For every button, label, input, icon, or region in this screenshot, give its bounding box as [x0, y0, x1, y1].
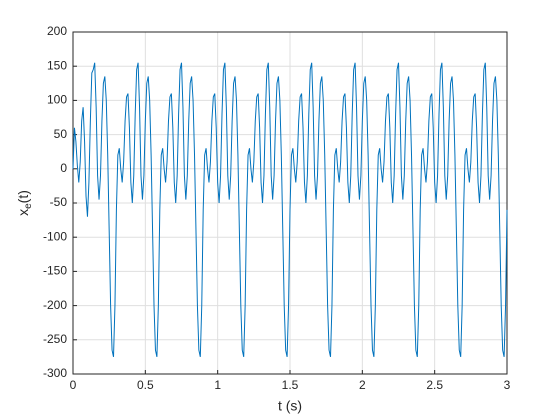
y-label-subscript: e — [23, 203, 34, 209]
y-tick-label: -250 — [43, 332, 67, 346]
y-tick-label: -200 — [43, 298, 67, 312]
x-tick-label: 2.5 — [426, 378, 443, 392]
y-axis-label: xe(t) — [15, 190, 34, 216]
y-tick-label: -50 — [50, 195, 68, 209]
x-tick-label: 1 — [214, 378, 221, 392]
y-tick-label: 200 — [47, 24, 67, 38]
y-tick-label: -150 — [43, 264, 67, 278]
y-tick-label: -100 — [43, 229, 67, 243]
y-tick-label: 0 — [60, 161, 67, 175]
x-tick-label: 2 — [359, 378, 366, 392]
y-tick-label: 50 — [54, 127, 68, 141]
y-tick-label: 100 — [47, 93, 67, 107]
plot-frame — [72, 31, 508, 375]
x-tick-label: 1.5 — [282, 378, 299, 392]
y-tick-label: -300 — [43, 366, 67, 380]
y-tick-label: 150 — [47, 58, 67, 72]
x-axis-label: t (s) — [278, 398, 302, 414]
x-tick-label: 0 — [70, 378, 77, 392]
y-label-base: x — [15, 209, 31, 216]
x-tick-label: 3 — [504, 378, 511, 392]
y-label-rest: (t) — [15, 190, 31, 203]
x-tick-label: 0.5 — [137, 378, 154, 392]
signal-line — [72, 62, 508, 358]
